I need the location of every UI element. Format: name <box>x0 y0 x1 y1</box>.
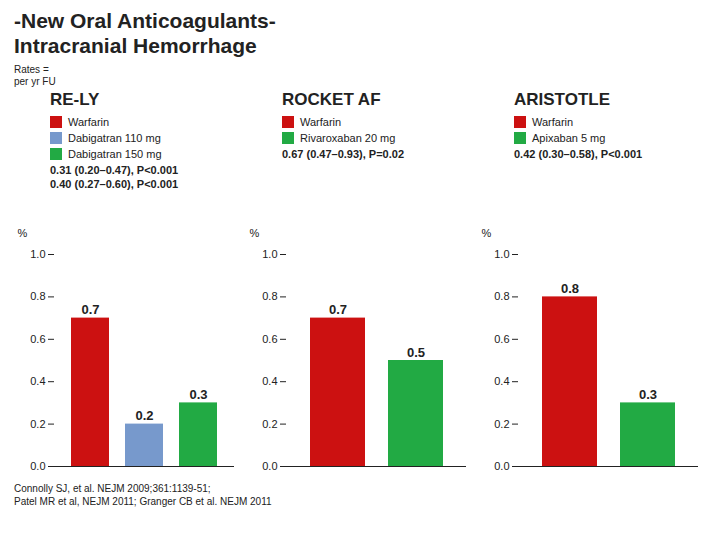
html-text:RE-LY: RE-LY <box>50 90 100 110</box>
svg-text:0.5: 0.5 <box>407 345 425 360</box>
svg-text:0.6: 0.6 <box>262 333 277 345</box>
svg-text:0.8: 0.8 <box>494 291 509 303</box>
svg-text:0.7: 0.7 <box>81 303 99 318</box>
svg-text:0.4: 0.4 <box>494 376 509 388</box>
svg-text:0.3: 0.3 <box>639 387 657 402</box>
svg-text:0.2: 0.2 <box>30 418 45 430</box>
html-text:Intracranial Hemorrhage: Intracranial Hemorrhage <box>14 34 257 58</box>
html-text:Apixaban 5 mg: Apixaban 5 mg <box>532 132 606 145</box>
html-text:Dabigatran 150 mg: Dabigatran 150 mg <box>68 148 162 161</box>
svg-text:%: % <box>482 228 492 240</box>
html-text:0.42 (0.30–0.58), P<0.001: 0.42 (0.30–0.58), P<0.001 <box>514 148 643 161</box>
html-text:0.31 (0.20–0.47), P<0.001: 0.31 (0.20–0.47), P<0.001 <box>50 164 179 177</box>
html-text:Warfarin: Warfarin <box>532 116 574 129</box>
html-text:0.67 (0.47–0.93), P=0.02: 0.67 (0.47–0.93), P=0.02 <box>282 148 404 161</box>
html-text:0.40 (0.27–0.60), P<0.001: 0.40 (0.27–0.60), P<0.001 <box>50 178 179 191</box>
svg-text:0.7: 0.7 <box>329 303 347 318</box>
html-text:Rivaroxaban 20 mg: Rivaroxaban 20 mg <box>300 132 396 145</box>
svg-text:0.6: 0.6 <box>30 333 45 345</box>
svg-text:0.2: 0.2 <box>135 409 153 424</box>
html-text:Warfarin: Warfarin <box>300 116 342 129</box>
html-text:-New Oral Anticoagulants-: -New Oral Anticoagulants- <box>14 9 276 32</box>
svg-text:0.4: 0.4 <box>262 376 277 388</box>
svg-text:0.0: 0.0 <box>494 460 509 472</box>
html-text:ARISTOTLE: ARISTOTLE <box>514 90 610 110</box>
svg-text:0.4: 0.4 <box>30 376 45 388</box>
svg-text:0.8: 0.8 <box>30 291 45 303</box>
svg-text:0.3: 0.3 <box>189 387 207 402</box>
svg-text:1.0: 1.0 <box>30 248 45 260</box>
html-text:Rates = per yr FU: Rates = per yr FU <box>14 64 56 88</box>
svg-text:0.6: 0.6 <box>494 333 509 345</box>
html-text:Warfarin: Warfarin <box>68 116 110 129</box>
svg-text:0.2: 0.2 <box>494 418 509 430</box>
svg-text:0.2: 0.2 <box>262 418 277 430</box>
svg-text:0.0: 0.0 <box>30 460 45 472</box>
svg-text:%: % <box>250 228 260 240</box>
svg-text:0.8: 0.8 <box>561 281 579 296</box>
svg-text:1.0: 1.0 <box>494 248 509 260</box>
svg-text:%: % <box>18 228 28 240</box>
svg-text:0.0: 0.0 <box>262 460 277 472</box>
svg-text:1.0: 1.0 <box>262 248 277 260</box>
html-text:Connolly SJ, et al. NEJM 2009;: Connolly SJ, et al. NEJM 2009;361:1139-5… <box>14 483 272 508</box>
html-text:ROCKET AF: ROCKET AF <box>282 90 381 110</box>
svg-text:0.8: 0.8 <box>262 291 277 303</box>
html-text:Dabigatran 110 mg: Dabigatran 110 mg <box>68 132 161 145</box>
